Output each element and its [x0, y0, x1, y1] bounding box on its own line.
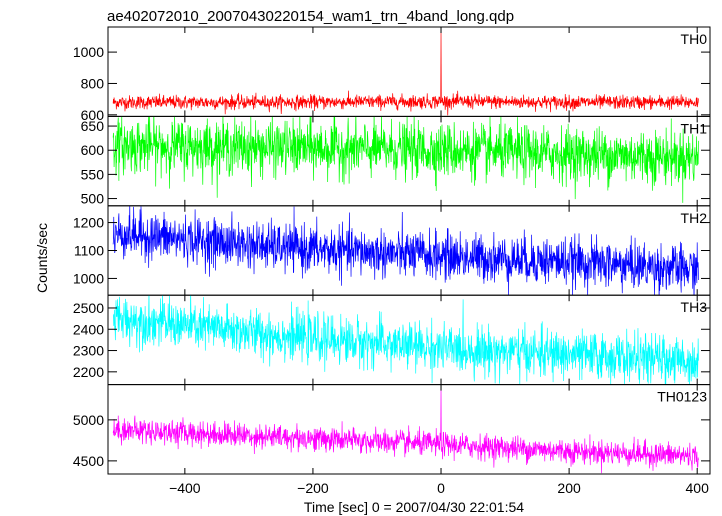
panel-th0: 600 800 1000 TH0: [73, 26, 711, 123]
y-axis-title: Counts/sec: [34, 223, 50, 293]
x-tick-label: −400: [169, 480, 201, 496]
panel-th3: 2200 2300 2400 2500 TH3: [73, 294, 711, 386]
y-tick-label: 4500: [73, 453, 104, 469]
panel-label-th0123: TH0123: [657, 389, 707, 405]
x-axis-title: Time [sec] 0 = 2007/04/30 22:01:54: [304, 499, 524, 515]
panel-th0123: 4500 5000 TH0123: [73, 384, 711, 475]
x-tick-label: 0: [437, 480, 445, 496]
y-tick-label: 1000: [73, 44, 104, 60]
y-tick-label: 800: [81, 75, 105, 91]
panel-th1: 500 550 600 650 TH1: [81, 115, 711, 207]
series-line-th0: [112, 31, 699, 116]
y-tick-label: 500: [81, 191, 105, 207]
panel-label-th2: TH2: [681, 210, 708, 226]
panel-label-th1: TH1: [681, 120, 708, 136]
panel-th2: 1000 1100 1200 TH2: [73, 205, 711, 296]
y-tick-label: 600: [81, 107, 105, 123]
y-tick-label: 1100: [74, 243, 104, 259]
y-tick-label: 2500: [73, 300, 104, 316]
y-tick-label: 1200: [73, 215, 104, 231]
panel-label-th3: TH3: [681, 299, 708, 315]
series-line-th2: [112, 205, 699, 296]
y-tick-label: 2400: [73, 321, 104, 337]
y-tick-label: 600: [81, 142, 105, 158]
y-tick-label: 2300: [73, 343, 104, 359]
x-tick-label: −200: [297, 480, 329, 496]
series-line-th3: [113, 295, 699, 385]
series-line-th1: [112, 116, 699, 203]
chart-title: ae402072010_20070430220154_wam1_trn_4ban…: [107, 8, 514, 25]
series-line-th0123: [112, 388, 699, 474]
y-tick-label: 2200: [73, 364, 104, 380]
panel-label-th0: TH0: [681, 31, 708, 47]
y-tick-label: 1000: [73, 270, 104, 286]
y-tick-label: 5000: [73, 412, 104, 428]
x-tick-label: 200: [557, 480, 581, 496]
y-tick-label: 550: [81, 166, 105, 182]
x-tick-label: 400: [686, 480, 710, 496]
panel-frame: [107, 384, 711, 475]
y-tick-label: 650: [81, 118, 105, 134]
